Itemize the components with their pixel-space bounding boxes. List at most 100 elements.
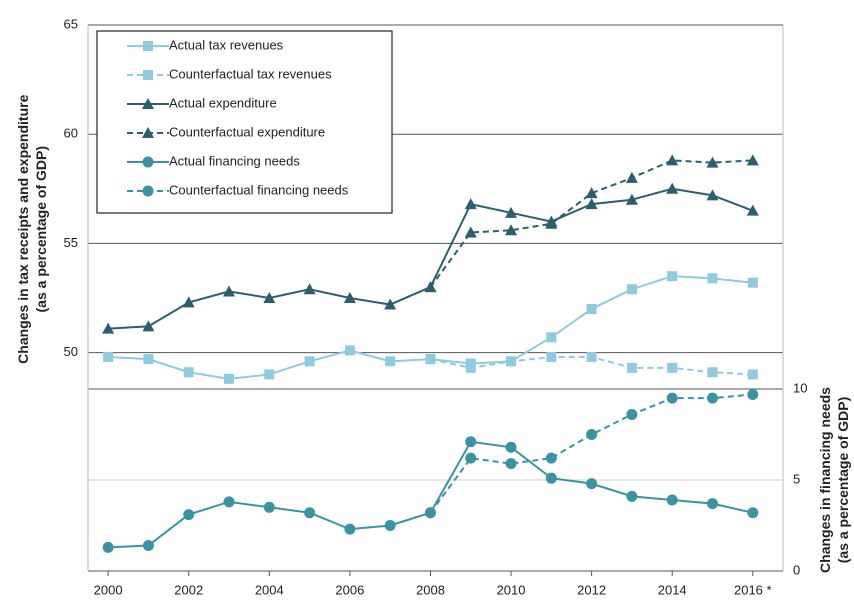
marker (746, 204, 759, 216)
marker (707, 273, 718, 284)
marker (586, 429, 598, 440)
marker (625, 193, 638, 205)
marker (384, 298, 397, 310)
marker (102, 541, 114, 553)
marker (545, 472, 557, 484)
y2-tick-label: 10 (793, 380, 807, 395)
marker (667, 362, 678, 373)
marker (223, 496, 235, 508)
legend-marker (143, 70, 153, 80)
marker (505, 458, 517, 470)
marker (344, 345, 355, 356)
marker (384, 520, 396, 531)
marker (505, 441, 517, 453)
x-tick-label: 2006 (335, 582, 364, 597)
legend-label: Actual expenditure (169, 95, 277, 110)
marker (706, 189, 719, 201)
marker (545, 217, 558, 229)
marker (747, 277, 758, 288)
marker (102, 322, 115, 334)
legend-label: Counterfactual expenditure (169, 124, 325, 139)
series-line (429, 159, 753, 288)
marker (545, 452, 557, 464)
marker (506, 356, 517, 367)
marker (667, 271, 678, 282)
marker (183, 509, 195, 521)
marker (626, 284, 637, 295)
y-tick-label: 65 (64, 16, 78, 31)
marker (304, 356, 315, 367)
marker (344, 523, 356, 535)
marker (626, 362, 637, 373)
y-axis-title: Changes in tax receipts and expenditure(… (15, 94, 49, 363)
marker (263, 292, 276, 303)
marker (586, 351, 597, 362)
marker (223, 285, 236, 297)
marker (585, 198, 598, 210)
marker (142, 540, 154, 552)
legend-label: Actual tax revenues (169, 37, 284, 52)
legend-label: Counterfactual tax revenues (169, 66, 332, 81)
legend-label: Counterfactual financing needs (169, 182, 349, 197)
marker (625, 171, 638, 183)
marker (183, 367, 194, 378)
marker (385, 356, 396, 367)
legend-marker (143, 41, 153, 51)
y2-axis-title-line: Changes in financing needs (817, 387, 833, 573)
marker (666, 154, 679, 166)
x-tick-label: 2016 * (734, 582, 772, 597)
marker (585, 187, 598, 199)
marker (546, 332, 557, 343)
legend-marker (142, 98, 154, 109)
marker (586, 303, 597, 314)
marker (586, 478, 598, 490)
x-tick-label: 2012 (577, 582, 606, 597)
x-tick-label: 2014 (658, 582, 687, 597)
marker (224, 373, 235, 384)
y-axis-title-line: Changes in tax receipts and expenditure (15, 94, 31, 363)
marker (304, 507, 316, 519)
legend-label: Actual financing needs (169, 153, 300, 168)
marker (424, 507, 436, 519)
legend-marker (142, 185, 154, 197)
x-tick-label: 2004 (255, 582, 284, 597)
marker (626, 490, 638, 502)
y-tick-label: 55 (64, 235, 78, 250)
marker (465, 452, 477, 464)
marker (706, 156, 719, 168)
x-tick-label: 2010 (497, 582, 526, 597)
marker (706, 498, 718, 510)
y2-axis-title-line: (as a percentage of GDP) (835, 397, 851, 564)
marker (263, 501, 275, 513)
marker (666, 494, 678, 506)
y-axis-title-line: (as a percentage of GDP) (33, 146, 49, 313)
marker (465, 362, 476, 373)
marker (182, 296, 195, 308)
marker (666, 182, 679, 194)
legend-marker (142, 156, 154, 168)
marker (464, 198, 477, 210)
marker (747, 369, 758, 380)
marker (666, 392, 678, 404)
marker (546, 351, 557, 362)
marker (747, 507, 759, 519)
y-tick-label: 50 (64, 344, 78, 359)
y-tick-label: 60 (64, 126, 78, 141)
x-tick-label: 2008 (416, 582, 445, 597)
marker (343, 292, 356, 303)
marker (626, 408, 638, 420)
marker (103, 351, 114, 362)
marker (424, 281, 437, 293)
marker (142, 320, 155, 332)
marker (425, 354, 436, 365)
series-line (108, 440, 754, 549)
marker (747, 388, 759, 400)
marker (264, 369, 275, 380)
series-line (429, 393, 753, 514)
marker (706, 392, 718, 404)
x-tick-label: 2002 (174, 582, 203, 597)
marker (707, 367, 718, 378)
marker (464, 226, 477, 238)
